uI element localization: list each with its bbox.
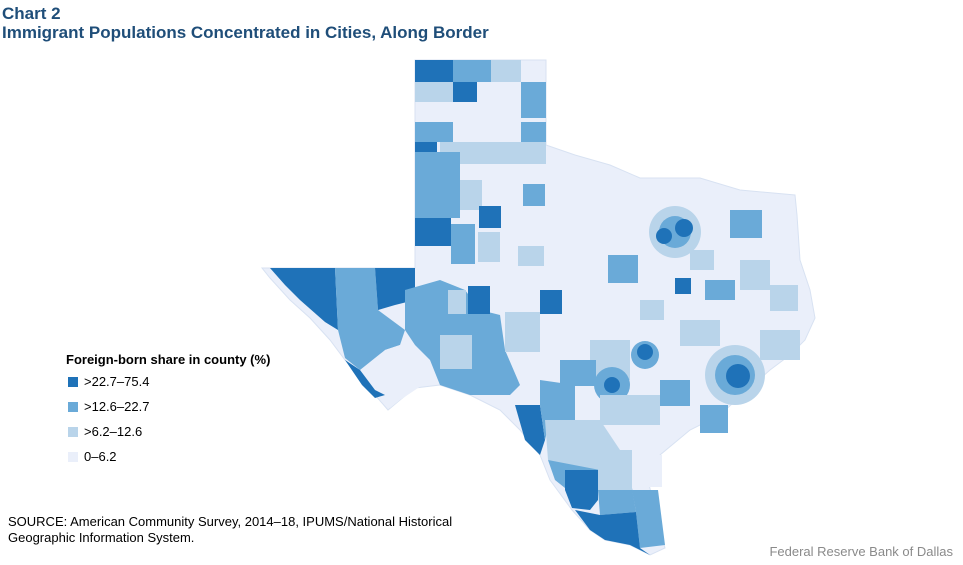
county-region <box>415 142 437 152</box>
county-region <box>726 364 750 388</box>
legend-item: 0–6.2 <box>68 449 117 464</box>
county-region <box>675 219 693 237</box>
county-region <box>760 330 800 360</box>
county-region <box>491 60 521 82</box>
source-note: SOURCE: American Community Survey, 2014–… <box>8 514 453 545</box>
legend-item: >12.6–22.7 <box>68 399 149 414</box>
county-region <box>700 405 728 433</box>
county-region <box>335 268 405 370</box>
county-region <box>415 218 451 246</box>
county-region <box>705 280 735 300</box>
chart-title: Immigrant Populations Concentrated in Ci… <box>2 23 489 42</box>
county-region <box>640 300 664 320</box>
county-region <box>453 82 477 102</box>
county-region <box>415 152 460 218</box>
legend-label: >12.6–22.7 <box>84 399 150 414</box>
county-region <box>523 184 545 206</box>
county-region <box>598 450 632 490</box>
county-region <box>515 405 545 455</box>
county-region <box>468 286 490 314</box>
county-region <box>770 285 798 311</box>
legend-item: >22.7–75.4 <box>68 374 149 389</box>
county-region <box>740 260 770 290</box>
chart-label: Chart 2 <box>2 4 61 23</box>
county-region <box>680 320 720 346</box>
county-region <box>345 360 385 398</box>
county-region <box>451 224 475 264</box>
county-region <box>440 142 546 164</box>
county-region <box>415 82 453 102</box>
county-region <box>460 180 482 210</box>
county-region <box>540 290 562 314</box>
county-region <box>600 395 660 425</box>
county-region <box>479 206 501 228</box>
county-region <box>730 210 762 238</box>
county-region <box>575 510 650 555</box>
county-region <box>478 232 500 262</box>
county-region <box>415 60 453 82</box>
county-region <box>632 490 665 548</box>
county-region <box>675 278 691 294</box>
legend-swatch <box>68 451 78 462</box>
county-region <box>521 82 546 118</box>
county-region <box>608 255 638 283</box>
county-region <box>565 470 598 510</box>
county-region <box>598 488 636 515</box>
county-region <box>518 246 544 266</box>
county-region <box>660 380 690 406</box>
county-region <box>270 268 338 330</box>
legend-title: Foreign-born share in county (%) <box>66 352 271 367</box>
county-region <box>440 335 472 369</box>
county-region <box>448 290 466 314</box>
county-region <box>604 377 620 393</box>
county-region <box>385 345 430 408</box>
legend-item: >6.2–12.6 <box>68 424 142 439</box>
county-region <box>640 455 662 487</box>
credit-line: Federal Reserve Bank of Dallas <box>769 544 953 559</box>
legend-swatch <box>68 401 78 412</box>
legend-label: >6.2–12.6 <box>84 424 143 439</box>
county-region <box>656 228 672 244</box>
county-region <box>560 360 596 386</box>
county-region <box>415 122 453 142</box>
legend-swatch <box>68 426 78 437</box>
legend-label: 0–6.2 <box>84 449 117 464</box>
county-region <box>637 344 653 360</box>
legend-swatch <box>68 376 78 387</box>
county-region <box>505 312 540 352</box>
county-region <box>690 250 714 270</box>
county-region <box>521 122 546 142</box>
county-region <box>453 60 491 82</box>
legend-label: >22.7–75.4 <box>84 374 150 389</box>
